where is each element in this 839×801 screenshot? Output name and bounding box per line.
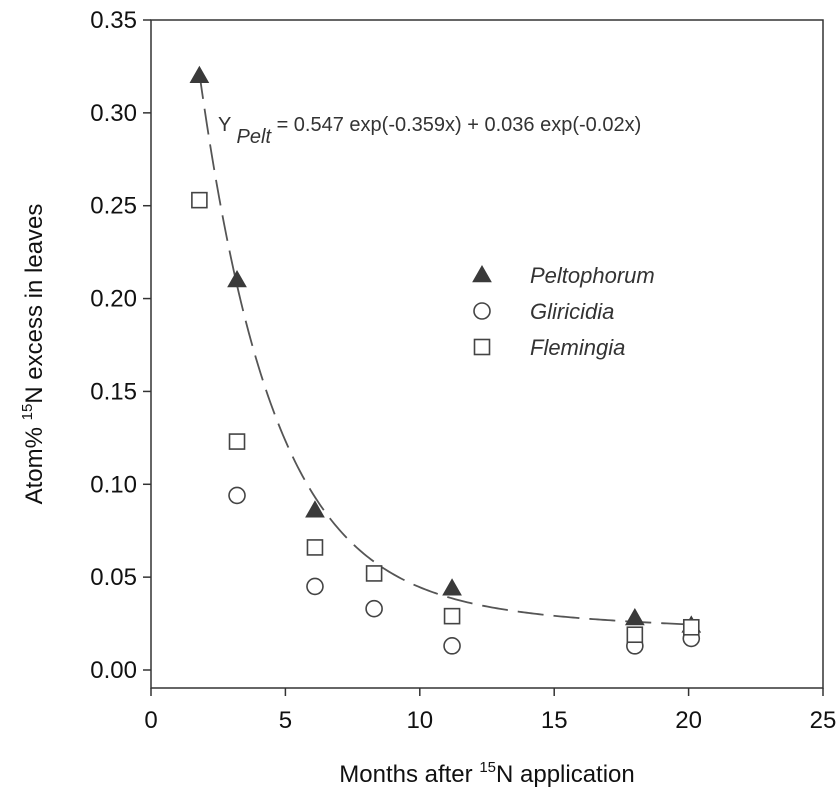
flemingia-point [682, 618, 700, 636]
y-tick-label: 0.35 [90, 7, 137, 34]
gliricidia-point [365, 599, 383, 618]
fit-equation: Y Pelt = 0.547 exp(-0.359x) + 0.036 exp(… [218, 114, 641, 148]
peltophorum-point [189, 65, 210, 83]
y-tick-label: 0.05 [90, 564, 137, 591]
x-tick-label: 15 [541, 707, 568, 734]
x-tick-label: 5 [279, 707, 292, 734]
flemingia-point [443, 607, 461, 625]
peltophorum-point [227, 269, 247, 288]
flemingia-point [626, 626, 644, 644]
data-points [189, 65, 702, 655]
x-axis: 0 5 10 15 20 25 [144, 688, 836, 734]
legend-marker-flemingia [473, 338, 491, 356]
y-tick-label: 0.15 [90, 378, 137, 405]
legend-label-flemingia: Flemingia [530, 335, 625, 360]
legend-marker-gliricidia [473, 302, 491, 320]
y-tick-label: 0.20 [90, 286, 137, 313]
y-axis-title: Atom% 15N excess in leaves [19, 204, 48, 505]
y-tick-label: 0.10 [90, 471, 137, 498]
x-axis-title: Months after 15N application [339, 759, 635, 788]
fit-curve [198, 73, 692, 626]
y-tick-label: 0.25 [90, 193, 137, 220]
x-tick-label: 0 [144, 707, 157, 734]
flemingia-point [306, 539, 324, 556]
legend-marker-peltophorum [472, 264, 492, 283]
gliricidia-point [228, 486, 246, 505]
legend: Peltophorum Gliricidia Flemingia [472, 263, 655, 360]
x-tick-label: 20 [675, 707, 702, 734]
y-tick-label: 0.30 [90, 100, 137, 127]
flemingia-point [228, 433, 246, 450]
peltophorum-point [305, 500, 325, 518]
y-tick-label: 0.00 [90, 657, 137, 684]
peltophorum-point [624, 607, 645, 626]
flemingia-point [191, 191, 208, 209]
y-axis: 0.00 0.05 0.10 0.15 0.20 0.25 0.30 0.35 [90, 7, 151, 684]
legend-label-gliricidia: Gliricidia [530, 299, 614, 324]
gliricidia-point [306, 577, 324, 596]
x-tick-label: 25 [810, 707, 837, 734]
legend-label-peltophorum: Peltophorum [530, 263, 655, 288]
peltophorum-point [442, 578, 462, 596]
gliricidia-point [443, 637, 461, 655]
x-tick-label: 10 [406, 707, 433, 734]
plot-area-frame [150, 19, 824, 689]
fit-layer [198, 73, 692, 626]
flemingia-point [365, 565, 383, 582]
